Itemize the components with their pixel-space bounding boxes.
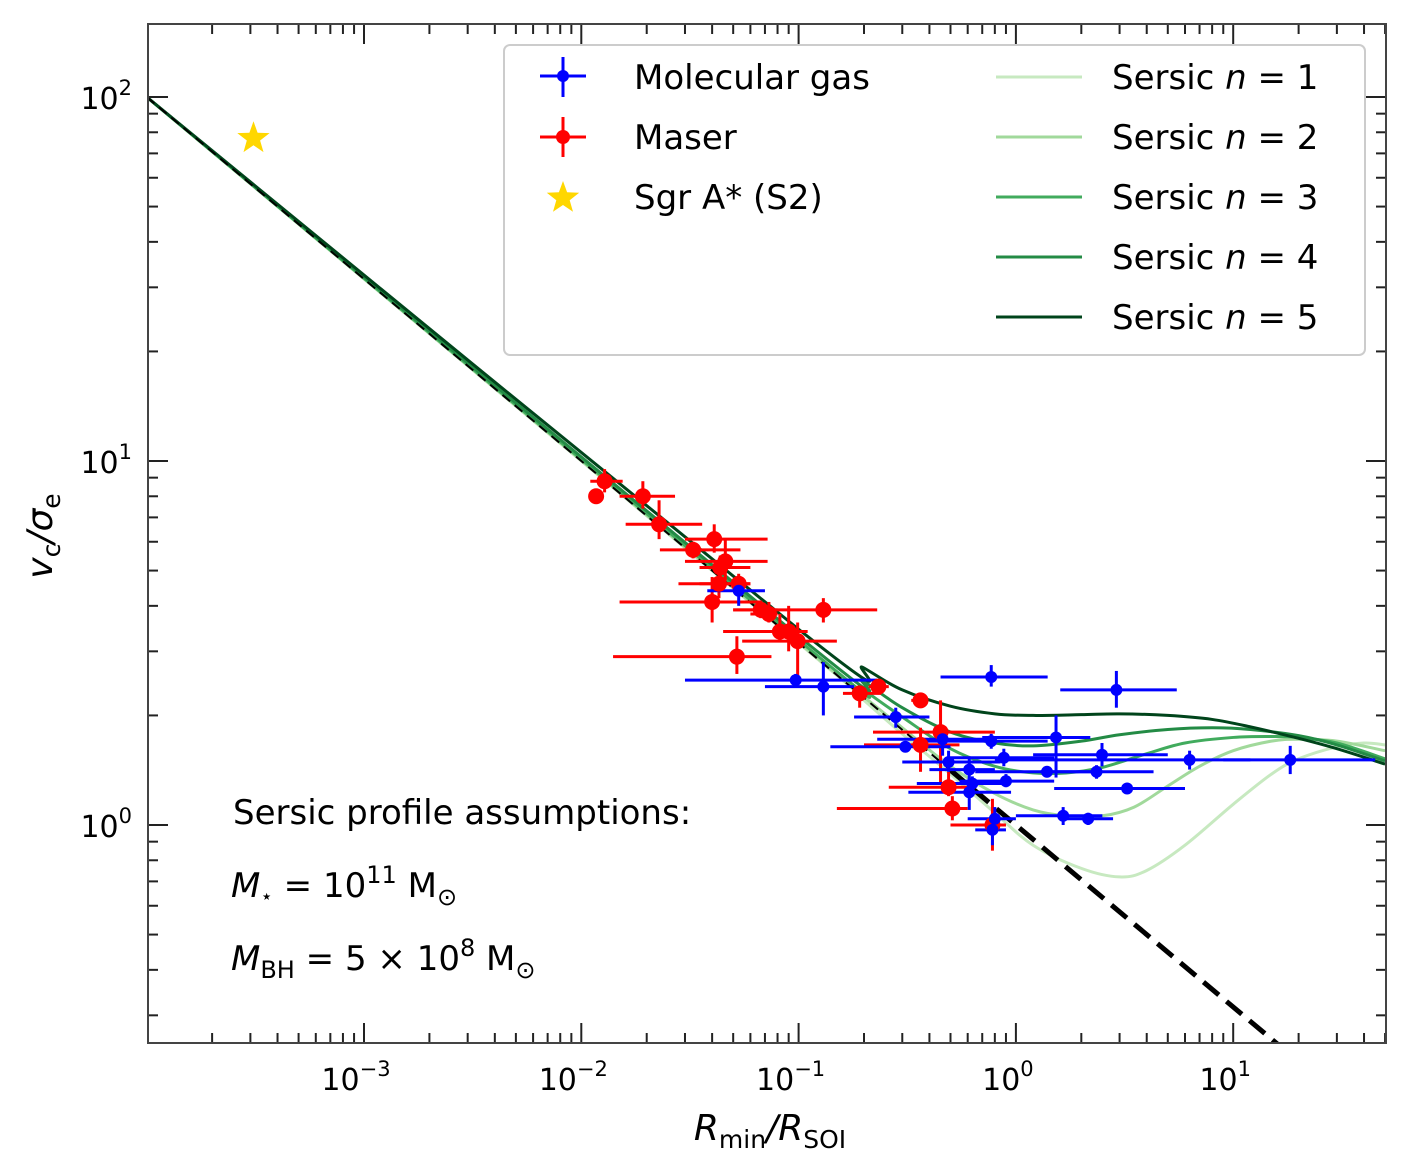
legend-marker-molecular-gas bbox=[540, 57, 586, 97]
molecular-gas-point bbox=[1121, 782, 1134, 795]
legend-item-sersic-2: Sersic n = 2 bbox=[996, 118, 1318, 158]
star-icon bbox=[546, 181, 580, 212]
maser-point bbox=[685, 541, 702, 558]
legend-item-molecular-gas: Molecular gas bbox=[540, 57, 870, 98]
molecular-gas-point bbox=[988, 812, 1001, 825]
maser-point bbox=[588, 488, 605, 505]
maser-point bbox=[760, 605, 777, 622]
annotation-bh-mass: MBH = 5 × 108 M⊙ bbox=[231, 934, 536, 984]
legend-item-sersic-4: Sersic n = 4 bbox=[996, 238, 1318, 278]
legend-label: Sersic n = 4 bbox=[1112, 238, 1318, 278]
legend-item-maser: Maser bbox=[540, 117, 737, 158]
molecular-gas-point bbox=[963, 786, 976, 799]
sgr-a-star-point bbox=[237, 121, 270, 153]
legend-item-sersic-5: Sersic n = 5 bbox=[996, 298, 1318, 338]
legend-item-sersic-3: Sersic n = 3 bbox=[996, 178, 1318, 218]
legend-item-sersic-1: Sersic n = 1 bbox=[996, 58, 1318, 98]
y-axis-title: vc/σe bbox=[20, 493, 66, 578]
x-tick-label: 100 bbox=[982, 1057, 1034, 1098]
molecular-gas-point bbox=[985, 671, 998, 684]
maser-point bbox=[704, 593, 721, 610]
legend-label: Maser bbox=[634, 118, 737, 158]
molecular-gas-point bbox=[1050, 731, 1063, 744]
legend-label: Sersic n = 2 bbox=[1112, 118, 1318, 158]
molecular-gas-point bbox=[1183, 753, 1196, 766]
legend: Molecular gas Maser Sgr A* (S2) Sersic n… bbox=[503, 44, 1366, 356]
molecular-gas-point bbox=[889, 711, 902, 724]
maser-point bbox=[870, 678, 887, 695]
maser-point bbox=[634, 488, 651, 505]
x-axis-title: Rmin/RSOI bbox=[694, 1108, 846, 1154]
molecular-gas-point bbox=[732, 584, 745, 597]
axis-ticks bbox=[148, 24, 1387, 1043]
molecular-gas-point bbox=[997, 751, 1010, 764]
y-tick-label: 100 bbox=[80, 804, 132, 845]
axes-frame bbox=[147, 23, 1387, 1044]
x-tick-labels: 10−3 10−2 10−1 100 101 bbox=[321, 1057, 1251, 1098]
x-tick-label: 101 bbox=[1199, 1057, 1251, 1098]
legend-label: Sgr A* (S2) bbox=[634, 178, 823, 218]
molecular-gas-point bbox=[985, 735, 998, 748]
annotation-stellar-mass: M⋆ = 1011 M⊙ bbox=[231, 861, 457, 911]
maser-point bbox=[596, 473, 613, 490]
reference-line-group bbox=[148, 96, 1281, 1043]
maser-point bbox=[728, 648, 745, 665]
molecular-gas-point bbox=[899, 740, 912, 753]
molecular-gas-point bbox=[999, 775, 1012, 788]
molecular-gas-point bbox=[1040, 765, 1053, 778]
x-tick-label: 10−3 bbox=[321, 1057, 390, 1098]
maser-point bbox=[710, 575, 727, 592]
molecular-gas-point bbox=[963, 763, 976, 776]
annotation-heading: Sersic profile assumptions: bbox=[233, 793, 691, 833]
maser-point bbox=[912, 692, 929, 709]
legend-label: Sersic n = 5 bbox=[1112, 298, 1318, 338]
x-tick-label: 10−2 bbox=[539, 1057, 608, 1098]
y-tick-label: 102 bbox=[80, 76, 132, 117]
y-tick-labels: 100 101 102 bbox=[80, 76, 132, 845]
keplerian-line-thin bbox=[148, 96, 952, 771]
maser-point bbox=[789, 633, 806, 650]
legend-marker-maser bbox=[540, 117, 586, 157]
legend-label: Sersic n = 3 bbox=[1112, 178, 1318, 218]
maser-point bbox=[944, 800, 961, 817]
molecular-gas-point bbox=[1284, 753, 1297, 766]
maser-point bbox=[912, 736, 929, 753]
x-tick-label: 10−1 bbox=[756, 1057, 825, 1098]
molecular-gas-point bbox=[817, 680, 830, 693]
maser-point bbox=[815, 601, 832, 618]
y-tick-label: 101 bbox=[80, 440, 132, 481]
data-markers bbox=[237, 121, 1297, 836]
molecular-gas-point bbox=[1082, 812, 1095, 825]
maser-point bbox=[940, 779, 957, 796]
molecular-gas-point bbox=[789, 674, 802, 687]
assumptions-annotation: Sersic profile assumptions: M⋆ = 1011 M⊙… bbox=[231, 793, 691, 984]
molecular-gas-point bbox=[1110, 683, 1123, 696]
maser-point bbox=[851, 685, 868, 702]
maser-point bbox=[706, 531, 723, 548]
molecular-gas-point bbox=[1090, 765, 1103, 778]
legend-label: Sersic n = 1 bbox=[1112, 58, 1318, 98]
legend-item-sgr-a: Sgr A* (S2) bbox=[546, 178, 823, 218]
maser-point bbox=[717, 553, 734, 570]
molecular-gas-point bbox=[1095, 748, 1108, 761]
keplerian-line bbox=[948, 768, 1281, 1043]
legend-label: Molecular gas bbox=[634, 58, 870, 98]
legend-box bbox=[503, 44, 1366, 356]
molecular-gas-point bbox=[1057, 809, 1070, 822]
maser-point bbox=[651, 516, 668, 533]
molecular-gas-point bbox=[986, 823, 999, 836]
molecular-gas-point bbox=[942, 755, 955, 768]
curve-sersic-n5 bbox=[148, 96, 1386, 766]
molecular-gas-point bbox=[936, 733, 949, 746]
plot-area bbox=[148, 96, 1386, 1043]
